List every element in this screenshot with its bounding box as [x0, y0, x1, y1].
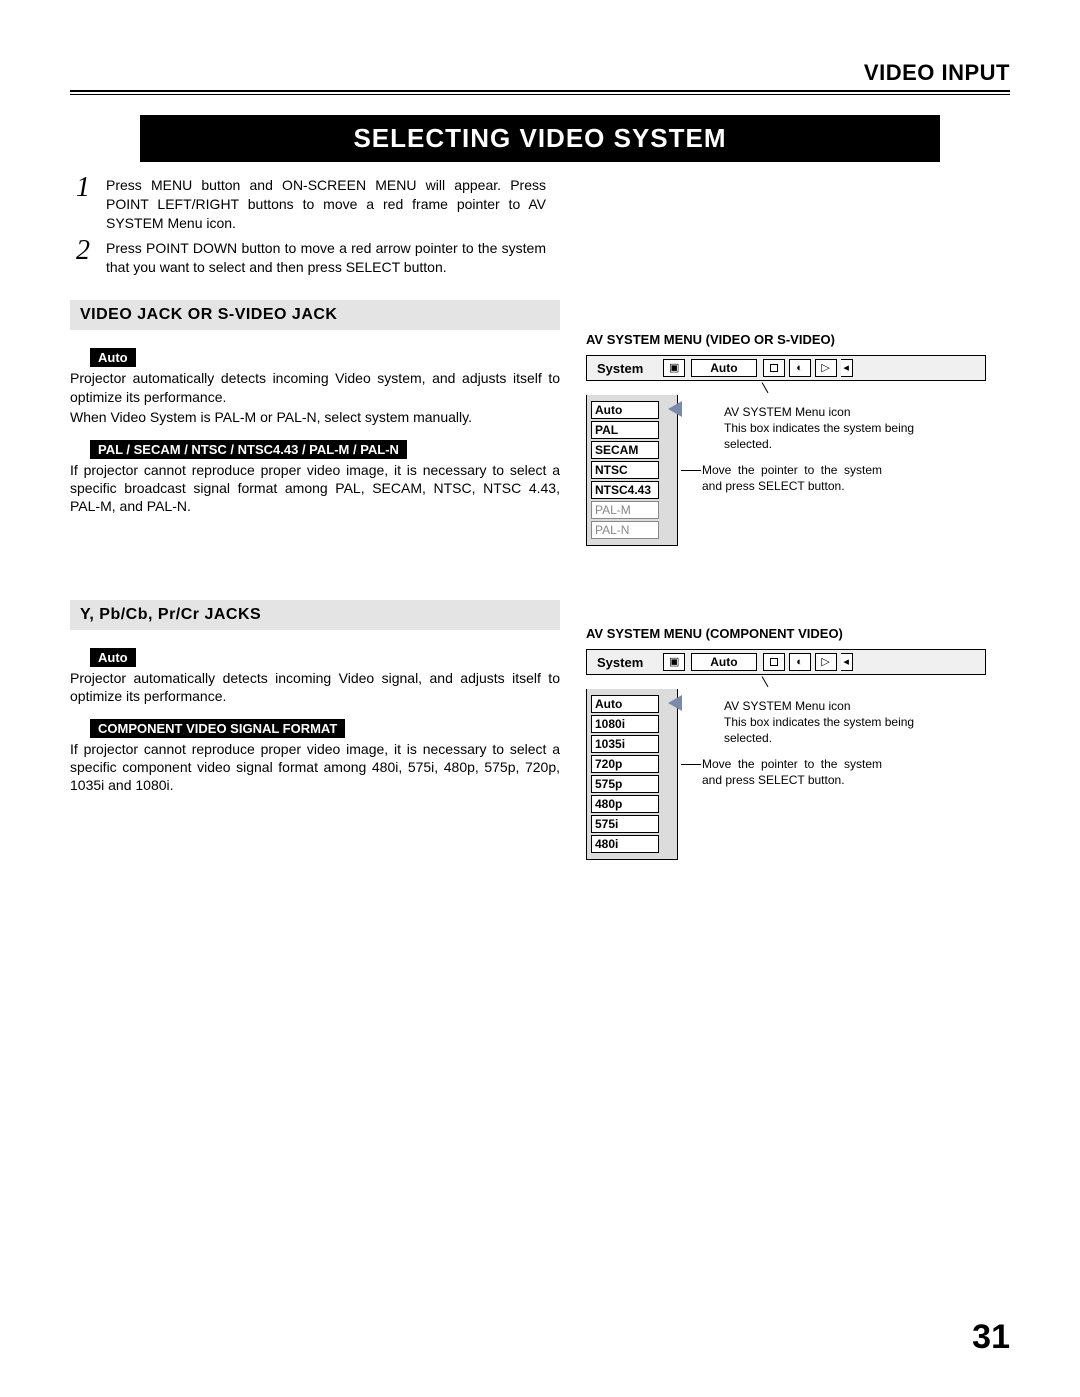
list-item[interactable]: 1035i	[591, 735, 659, 753]
step-1: 1 Press MENU button and ON-SCREEN MENU w…	[76, 172, 1010, 233]
list-item[interactable]: 575p	[591, 775, 659, 793]
list-item[interactable]: SECAM	[591, 441, 659, 459]
menu1-title: AV SYSTEM MENU (VIDEO OR S-VIDEO)	[586, 332, 1006, 347]
menu2-bar: System ▣ Auto ◐ ▷ ◂	[586, 649, 986, 675]
title-bar: SELECTING VIDEO SYSTEM	[140, 115, 940, 162]
step-text: Press MENU button and ON-SCREEN MENU wil…	[106, 172, 546, 233]
divider	[70, 90, 1010, 95]
callout-text: AV SYSTEM Menu iconThis box indicates th…	[724, 699, 914, 744]
menu-icon-1[interactable]	[763, 359, 785, 377]
callout-2: Move the pointer to the system and press…	[702, 757, 882, 788]
page-number: 31	[972, 1318, 1010, 1357]
callout-line	[681, 470, 701, 471]
formats-label-2: COMPONENT VIDEO SIGNAL FORMAT	[90, 719, 345, 738]
list-item[interactable]: 1080i	[591, 715, 659, 733]
menu1: System ▣ Auto ◐ ▷ ◂ Auto PAL SECAM NTSC …	[586, 355, 986, 546]
section1-header: VIDEO JACK OR S-VIDEO JACK	[70, 300, 560, 330]
callout-text: AV SYSTEM Menu iconThis box indicates th…	[724, 405, 914, 450]
auto-indicator: Auto	[691, 359, 756, 377]
menu-icon-4[interactable]: ◂	[841, 653, 853, 671]
list-item[interactable]: PAL	[591, 421, 659, 439]
right-column: AV SYSTEM MENU (VIDEO OR S-VIDEO) System…	[586, 290, 1006, 860]
steps-list: 1 Press MENU button and ON-SCREEN MENU w…	[76, 172, 1010, 276]
auto-note: When Video System is PAL-M or PAL-N, sel…	[70, 408, 560, 426]
list-item[interactable]: 720p	[591, 755, 659, 773]
menu2: System ▣ Auto ◐ ▷ ◂ Auto 1080i 1035i 720…	[586, 649, 986, 860]
step-number: 2	[76, 235, 106, 265]
system-label: System	[587, 655, 661, 670]
input-icon[interactable]: ▣	[663, 359, 685, 377]
left-column: VIDEO JACK OR S-VIDEO JACK Auto Projecto…	[70, 290, 560, 860]
input-icon[interactable]: ▣	[663, 653, 685, 671]
menu-icon-4[interactable]: ◂	[841, 359, 853, 377]
formats-text: If projector cannot reproduce proper vid…	[70, 461, 560, 516]
list-item[interactable]: Auto	[591, 401, 659, 419]
list-item[interactable]: 480p	[591, 795, 659, 813]
menu-icon-1[interactable]	[763, 653, 785, 671]
auto-indicator: Auto	[691, 653, 756, 671]
formats-text-2: If projector cannot reproduce proper vid…	[70, 740, 560, 795]
callout-line	[681, 764, 701, 765]
auto-label-2: Auto	[90, 648, 136, 667]
list-item[interactable]: PAL-N	[591, 521, 659, 539]
menu1-bar: System ▣ Auto ◐ ▷ ◂	[586, 355, 986, 381]
callout-1: AV SYSTEM Menu iconThis box indicates th…	[724, 405, 934, 452]
step-number: 1	[76, 172, 106, 202]
list-item[interactable]: 575i	[591, 815, 659, 833]
menu1-list: Auto PAL SECAM NTSC NTSC4.43 PAL-M PAL-N	[586, 395, 678, 546]
menu2-title: AV SYSTEM MENU (COMPONENT VIDEO)	[586, 626, 1006, 641]
list-item[interactable]: 480i	[591, 835, 659, 853]
system-label: System	[587, 361, 661, 376]
list-item[interactable]: PAL-M	[591, 501, 659, 519]
auto-text: Projector automatically detects incoming…	[70, 369, 560, 405]
callout-2: Move the pointer to the system and press…	[702, 463, 882, 494]
list-item[interactable]: NTSC	[591, 461, 659, 479]
menu2-list: Auto 1080i 1035i 720p 575p 480p 575i 480…	[586, 689, 678, 860]
menu-icon-2[interactable]: ◐	[789, 653, 811, 671]
list-item[interactable]: NTSC4.43	[591, 481, 659, 499]
auto-text-2: Projector automatically detects incoming…	[70, 669, 560, 705]
menu-icon-3[interactable]: ▷	[815, 359, 837, 377]
callout-text: Move the pointer to the system and press…	[702, 757, 882, 787]
formats-label: PAL / SECAM / NTSC / NTSC4.43 / PAL-M / …	[90, 440, 407, 459]
step-2: 2 Press POINT DOWN button to move a red …	[76, 235, 1010, 277]
page-header: VIDEO INPUT	[70, 60, 1010, 90]
pointer-arrow-icon	[668, 401, 682, 417]
callout-text: Move the pointer to the system and press…	[702, 463, 882, 493]
step-text: Press POINT DOWN button to move a red ar…	[106, 235, 546, 277]
menu-icon-2[interactable]: ◐	[789, 359, 811, 377]
pointer-arrow-icon	[668, 695, 682, 711]
callout-1: AV SYSTEM Menu iconThis box indicates th…	[724, 699, 934, 746]
menu-icon-3[interactable]: ▷	[815, 653, 837, 671]
section2-header: Y, Pb/Cb, Pr/Cr JACKS	[70, 600, 560, 630]
list-item[interactable]: Auto	[591, 695, 659, 713]
auto-label: Auto	[90, 348, 136, 367]
